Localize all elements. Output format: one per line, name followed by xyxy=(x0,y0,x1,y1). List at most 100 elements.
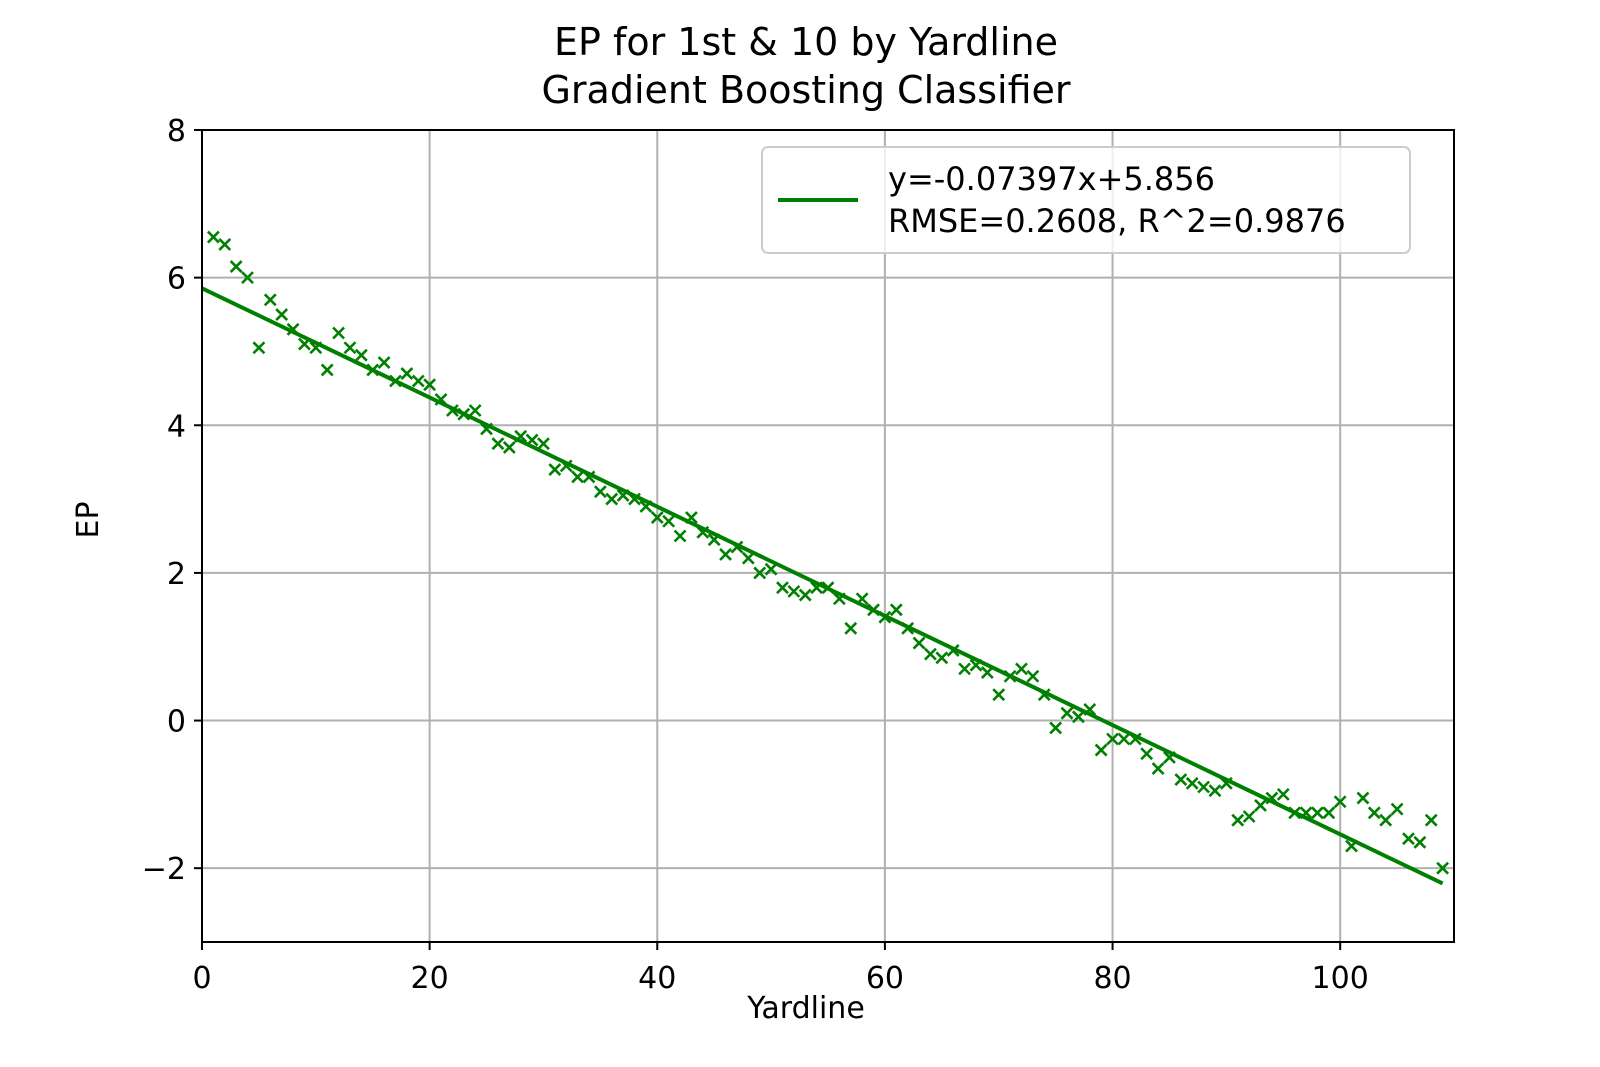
data-point xyxy=(1037,688,1051,702)
data-point xyxy=(730,540,744,554)
fit-line-group xyxy=(201,286,1444,886)
x-axis-label: Yardline xyxy=(746,991,865,1026)
data-point xyxy=(1265,791,1279,805)
data-point xyxy=(1015,662,1028,676)
data-point xyxy=(457,407,471,421)
data-point xyxy=(776,581,789,595)
data-point xyxy=(753,566,767,580)
scatter-points xyxy=(206,230,1450,875)
data-point xyxy=(525,433,539,447)
data-point xyxy=(229,260,243,273)
data-point xyxy=(423,378,437,392)
data-point xyxy=(241,271,254,285)
data-point xyxy=(298,337,311,351)
data-point xyxy=(616,488,630,502)
data-point xyxy=(377,356,391,369)
data-point xyxy=(559,459,573,473)
data-point xyxy=(1345,839,1358,853)
data-point xyxy=(548,463,562,476)
data-point xyxy=(798,588,812,602)
data-point xyxy=(1356,791,1370,805)
data-point xyxy=(980,666,994,679)
data-point xyxy=(593,485,607,499)
legend-box xyxy=(761,146,1411,254)
data-point xyxy=(389,374,402,388)
data-point xyxy=(1140,747,1154,761)
data-point xyxy=(764,562,778,576)
data-point xyxy=(1390,802,1404,816)
data-point xyxy=(400,367,414,381)
data-point xyxy=(1117,732,1131,746)
data-point xyxy=(844,621,858,635)
y-tick-label: 4 xyxy=(167,409,186,444)
data-point xyxy=(1254,799,1267,812)
data-point xyxy=(1060,706,1074,720)
data-point xyxy=(502,440,516,454)
data-point xyxy=(1276,787,1290,801)
data-point xyxy=(1311,806,1324,820)
data-point xyxy=(810,581,824,595)
data-point xyxy=(1071,710,1085,724)
x-axis-ticks: 0 20 40 60 80 100 xyxy=(192,942,1369,996)
data-point xyxy=(1299,806,1313,820)
data-point xyxy=(1333,795,1347,809)
data-point xyxy=(332,326,346,340)
data-point xyxy=(445,404,459,417)
data-point xyxy=(992,688,1006,702)
data-point xyxy=(343,341,357,355)
data-point xyxy=(1026,669,1040,683)
legend-entry-metrics: RMSE=0.2608, R^2=0.9876 xyxy=(888,202,1346,240)
data-point xyxy=(1424,813,1438,827)
data-point xyxy=(1367,806,1381,820)
data-point xyxy=(252,341,266,355)
data-point xyxy=(571,470,585,484)
data-point xyxy=(218,237,232,251)
x-tick-label: 100 xyxy=(1312,961,1369,996)
legend-entry-equation: y=-0.07397x+5.856 xyxy=(888,160,1215,198)
data-point xyxy=(309,341,323,355)
data-point xyxy=(912,636,926,650)
data-point xyxy=(673,529,687,543)
data-point xyxy=(684,511,698,524)
data-point xyxy=(1231,813,1245,827)
data-point xyxy=(1402,832,1415,846)
y-tick-label: 8 xyxy=(167,114,186,149)
data-point xyxy=(1197,780,1211,794)
data-point xyxy=(320,363,334,377)
data-point xyxy=(1003,669,1017,683)
x-tick-label: 60 xyxy=(866,961,904,996)
y-axis-label: EP xyxy=(71,501,106,538)
data-point xyxy=(1379,813,1393,827)
data-point xyxy=(696,525,710,539)
data-point xyxy=(867,603,880,617)
regression-line xyxy=(201,286,1444,886)
x-tick-label: 80 xyxy=(1093,961,1131,996)
data-point xyxy=(924,647,937,661)
data-point xyxy=(935,651,949,665)
data-point xyxy=(946,643,960,657)
data-point xyxy=(741,551,755,565)
data-point xyxy=(628,492,641,506)
data-point xyxy=(491,437,505,451)
data-point xyxy=(855,592,869,606)
plot-area-frame xyxy=(201,129,1455,943)
data-point xyxy=(605,492,619,506)
data-point xyxy=(832,592,846,606)
data-point xyxy=(1436,861,1450,875)
data-point xyxy=(354,348,368,362)
data-point xyxy=(1094,743,1108,757)
data-point xyxy=(1208,784,1222,798)
data-point xyxy=(275,308,289,321)
y-axis-ticks: −2 0 2 4 6 8 xyxy=(142,114,202,887)
data-point xyxy=(1163,751,1176,764)
data-point xyxy=(537,437,550,451)
data-point xyxy=(719,548,732,561)
data-point xyxy=(411,374,425,388)
data-point xyxy=(662,514,676,528)
chart-subtitle: Gradient Boosting Classifier xyxy=(541,68,1070,112)
data-point xyxy=(1242,810,1256,823)
data-point xyxy=(969,658,983,672)
data-point xyxy=(514,429,528,443)
data-point xyxy=(901,621,915,635)
x-tick-label: 40 xyxy=(638,961,676,996)
